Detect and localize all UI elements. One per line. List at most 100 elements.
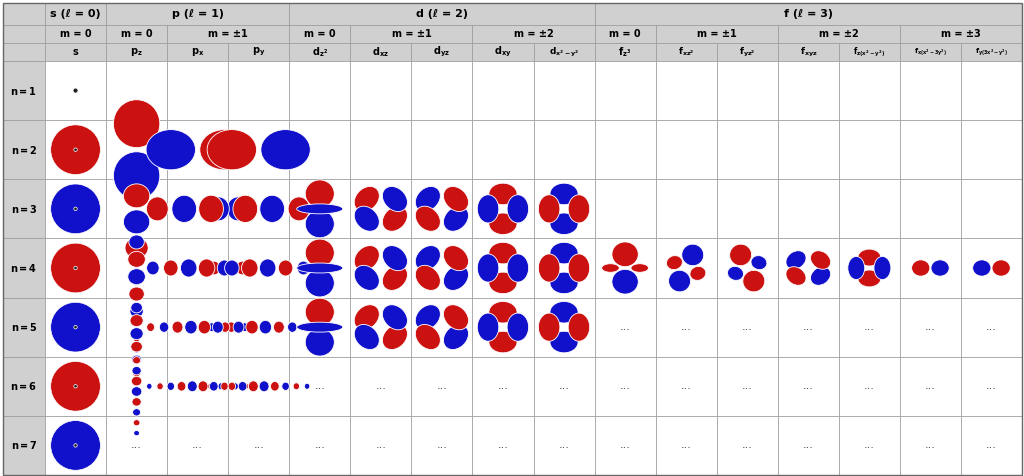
Text: ...: ... [741, 322, 753, 332]
Bar [350, 416, 412, 475]
Bar [778, 298, 839, 357]
Bar [167, 357, 228, 416]
Ellipse shape [133, 347, 140, 353]
Ellipse shape [443, 305, 469, 330]
Ellipse shape [992, 260, 1011, 276]
Ellipse shape [232, 383, 239, 390]
Bar [534, 43, 595, 61]
Bar [900, 298, 961, 357]
Ellipse shape [568, 195, 590, 223]
Bar [472, 238, 534, 298]
Circle shape [59, 429, 92, 462]
Ellipse shape [416, 187, 440, 211]
Bar [961, 357, 1022, 416]
Ellipse shape [382, 265, 408, 290]
Circle shape [68, 437, 84, 454]
Bar [534, 298, 595, 357]
Ellipse shape [199, 259, 215, 277]
Text: $\mathbf{d_{x^2-y^2}}$: $\mathbf{d_{x^2-y^2}}$ [549, 45, 580, 59]
Bar [350, 298, 412, 357]
Bar [289, 25, 350, 43]
Ellipse shape [443, 265, 469, 290]
Text: m = ±2: m = ±2 [819, 29, 859, 39]
Bar [961, 298, 1022, 357]
Bar [655, 298, 717, 357]
Bar [228, 43, 289, 61]
Text: s (ℓ = 0): s (ℓ = 0) [50, 9, 100, 19]
Text: ...: ... [681, 440, 691, 450]
Ellipse shape [488, 183, 517, 205]
Bar [900, 120, 961, 179]
Text: $\mathbf{d_{xz}}$: $\mathbf{d_{xz}}$ [373, 45, 389, 59]
Circle shape [60, 371, 90, 401]
Text: ...: ... [925, 322, 936, 332]
Bar [472, 357, 534, 416]
Ellipse shape [130, 305, 143, 317]
Circle shape [63, 433, 88, 458]
Ellipse shape [128, 251, 145, 268]
Ellipse shape [210, 381, 218, 391]
Ellipse shape [382, 246, 408, 271]
Ellipse shape [488, 301, 517, 323]
Bar [595, 43, 655, 61]
Ellipse shape [125, 159, 148, 180]
Bar [228, 298, 289, 357]
Ellipse shape [443, 325, 469, 349]
Ellipse shape [198, 381, 208, 392]
Ellipse shape [730, 244, 752, 266]
Bar [534, 179, 595, 238]
Ellipse shape [233, 321, 244, 333]
Bar [167, 416, 228, 475]
Bar [472, 298, 534, 357]
Ellipse shape [539, 313, 560, 341]
Bar [289, 43, 350, 61]
Ellipse shape [199, 320, 211, 334]
Ellipse shape [507, 195, 528, 223]
Ellipse shape [288, 197, 310, 221]
Ellipse shape [208, 197, 229, 221]
Text: m = ±1: m = ±1 [696, 29, 736, 39]
Ellipse shape [124, 184, 150, 208]
Bar [595, 120, 655, 179]
Bar [106, 120, 167, 179]
Text: $\mathbf{s}$: $\mathbf{s}$ [72, 47, 79, 57]
Bar [778, 120, 839, 179]
Ellipse shape [132, 278, 141, 286]
Ellipse shape [354, 305, 379, 330]
Bar [778, 416, 839, 475]
Bar [472, 120, 534, 179]
Bar [3, 238, 45, 298]
Text: ...: ... [131, 440, 142, 450]
Ellipse shape [237, 261, 249, 275]
Bar [3, 416, 45, 475]
Ellipse shape [690, 267, 706, 280]
Ellipse shape [297, 322, 343, 332]
Circle shape [57, 308, 94, 346]
Text: m = 0: m = 0 [59, 29, 91, 39]
Bar [45, 298, 106, 357]
Bar [106, 25, 167, 43]
Ellipse shape [177, 381, 186, 391]
Bar [717, 298, 778, 357]
Bar [167, 238, 228, 298]
Bar [289, 416, 350, 475]
Ellipse shape [242, 259, 258, 277]
Ellipse shape [911, 260, 930, 276]
Text: $\mathbf{f_{xyz}}$: $\mathbf{f_{xyz}}$ [800, 45, 817, 59]
Circle shape [72, 441, 80, 449]
Ellipse shape [727, 267, 743, 280]
Circle shape [51, 361, 100, 411]
Ellipse shape [304, 383, 310, 389]
Text: $\mathbf{f_{x(x^2-3y^2)}}$: $\mathbf{f_{x(x^2-3y^2)}}$ [913, 46, 947, 58]
Text: ...: ... [253, 440, 264, 450]
Circle shape [74, 444, 77, 447]
Ellipse shape [973, 260, 991, 276]
Text: m = 0: m = 0 [609, 29, 641, 39]
Ellipse shape [146, 323, 155, 331]
Ellipse shape [208, 383, 213, 389]
Bar [106, 3, 289, 25]
Text: ...: ... [559, 381, 569, 391]
Ellipse shape [550, 301, 579, 323]
Ellipse shape [224, 260, 239, 276]
Ellipse shape [742, 270, 765, 292]
